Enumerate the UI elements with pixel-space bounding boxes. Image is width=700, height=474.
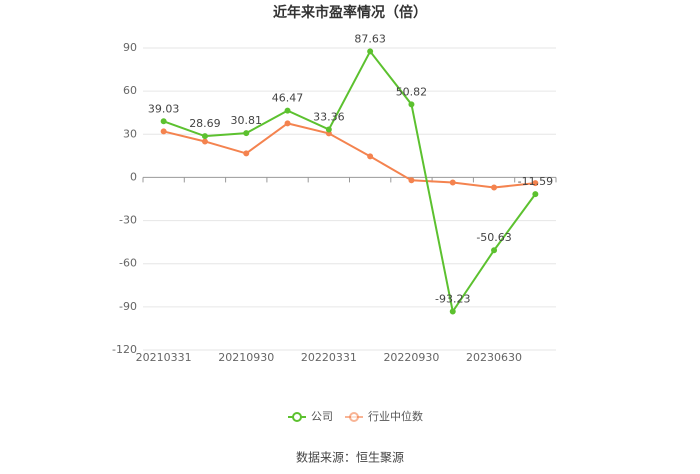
point [243, 130, 250, 137]
data-label: -11.59 [518, 175, 553, 188]
x-tick-label: 20210930 [218, 351, 274, 364]
point [532, 191, 539, 198]
point [160, 118, 167, 125]
point [201, 138, 208, 145]
source: 数据来源：恒生聚源 [296, 450, 404, 465]
point [243, 150, 250, 157]
data-label: -93.23 [435, 293, 470, 306]
x-tick-label: 20220930 [383, 351, 439, 364]
point [532, 180, 539, 187]
point [449, 179, 456, 186]
point [284, 107, 291, 114]
y-tick-label: -120 [112, 343, 137, 356]
point [449, 308, 456, 315]
point [491, 184, 498, 191]
data-label: 50.82 [396, 85, 428, 98]
data-label: 46.47 [272, 92, 304, 105]
point [367, 153, 374, 160]
chart-title: 近年来市盈率情况（倍） [273, 4, 427, 21]
point [284, 120, 291, 127]
point [408, 177, 415, 184]
legend-label: 行业中位数 [368, 409, 423, 423]
series-line [163, 122, 536, 189]
data-label: -50.63 [476, 231, 511, 244]
legend-marker [292, 412, 302, 422]
x-tick-label: 20210331 [136, 351, 192, 364]
data-label: 39.03 [148, 102, 180, 115]
point [491, 247, 498, 254]
data-label: 87.63 [354, 32, 386, 45]
y-tick-label: -60 [119, 257, 137, 270]
point [367, 48, 374, 55]
point [325, 126, 332, 133]
point [408, 101, 415, 108]
legend-marker [349, 412, 359, 422]
y-tick-label: 60 [123, 84, 137, 97]
data-label: 33.36 [313, 110, 345, 123]
data-label: 30.81 [231, 114, 263, 127]
legend-label: 公司 [311, 410, 333, 423]
data-label: 28.69 [189, 117, 221, 130]
y-tick-label: 0 [130, 170, 137, 183]
series-line [163, 49, 537, 315]
y-tick-label: 30 [123, 127, 137, 140]
x-tick-label: 20220331 [301, 351, 357, 364]
y-tick-label: -30 [119, 214, 137, 227]
y-tick-label: -90 [119, 300, 137, 313]
x-tick-label: 20230630 [466, 351, 522, 364]
y-tick-label: 90 [123, 41, 137, 54]
point [160, 128, 167, 135]
point [201, 133, 208, 140]
